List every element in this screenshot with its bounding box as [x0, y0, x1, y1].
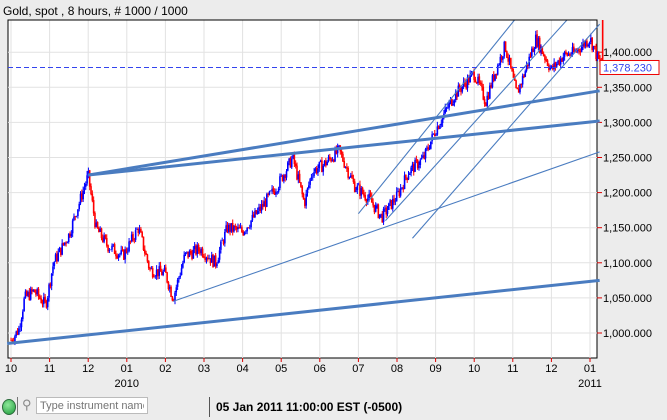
trend-line	[88, 119, 600, 177]
x-tick-label: 11	[507, 363, 518, 375]
trend-line	[412, 23, 601, 239]
x-tick-label: 01	[121, 363, 133, 375]
x-tick-label: 03	[198, 363, 210, 375]
x-tick-label: 09	[429, 363, 441, 375]
y-tick-label: 1,200.000	[603, 188, 652, 200]
y-tick-label: 1,400.000	[603, 47, 652, 59]
x-tick-label: 07	[352, 363, 364, 375]
y-tick-label: 1,050.000	[603, 293, 652, 305]
header-bg	[0, 0, 667, 20]
x-tick-label: 12	[82, 363, 94, 375]
x-tick-label: 04	[236, 363, 248, 375]
chart-title: Gold, spot , 8 hours, # 1000 / 1000	[3, 4, 188, 18]
price-chart[interactable]: 10 11 12 01 02 03 04 05 06 07 08 09 10 11 12 01 2010 2011…	[0, 0, 667, 394]
x-tick-label: 11	[44, 363, 55, 375]
trend-line	[172, 151, 600, 302]
x-tick-label: 08	[391, 363, 403, 375]
y-tick-label: 1,100.000	[603, 258, 652, 270]
x-tick-label: 12	[545, 363, 557, 375]
trend-line	[385, 2, 583, 222]
x-tick-label: 05	[275, 363, 287, 375]
y-tick-label: 1,150.000	[603, 223, 652, 235]
x-year-label: 2011	[578, 378, 602, 390]
status-bar: ⚲ 05 Jan 2011 11:00:00 EST (-0500)	[0, 394, 667, 420]
y-tick-label: 1,350.000	[603, 82, 652, 94]
cursor-datetime: 05 Jan 2011 11:00:00 EST (-0500)	[216, 400, 403, 414]
divider	[17, 397, 18, 415]
y-tick-label: 1,250.000	[603, 153, 652, 165]
trend-line	[6, 278, 600, 346]
y-tick-label: 1,000.000	[603, 328, 652, 340]
header-bg	[597, 0, 667, 20]
x-tick-label: 10	[468, 363, 480, 375]
divider	[209, 397, 210, 417]
y-tick-label: 1,300.000	[603, 117, 652, 129]
instrument-search-input[interactable]	[36, 397, 148, 414]
current-price-box	[599, 59, 660, 75]
connection-status-icon	[2, 399, 16, 415]
x-year-label: 2010	[115, 378, 139, 390]
current-price-label: 1,378.230	[603, 62, 652, 74]
x-tick-label: 01	[584, 363, 596, 375]
x-tick-label: 10	[5, 363, 17, 375]
search-icon: ⚲	[22, 397, 32, 412]
x-tick-label: 06	[314, 363, 326, 375]
trend-line	[357, 2, 529, 215]
trend-line	[87, 89, 600, 177]
x-tick-label: 02	[159, 363, 171, 375]
